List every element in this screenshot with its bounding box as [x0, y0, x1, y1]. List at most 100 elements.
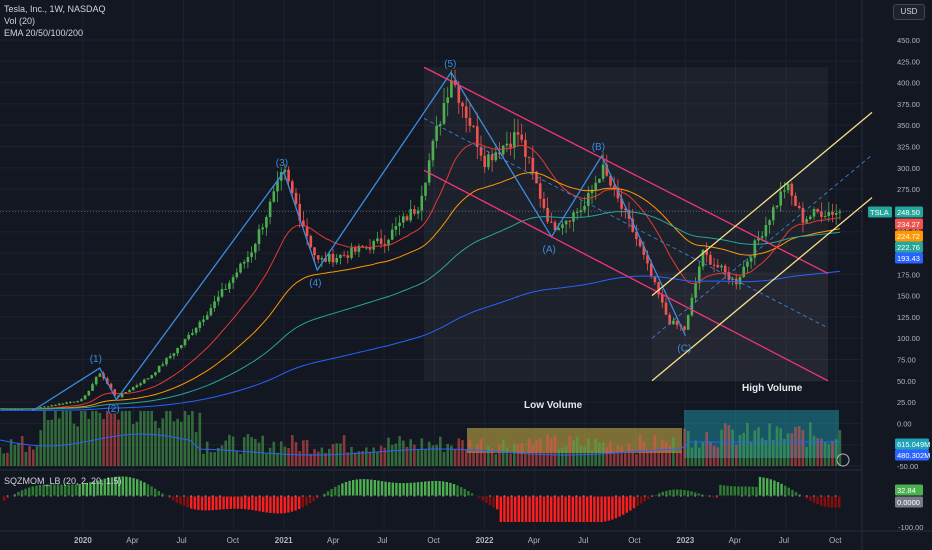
oscillator-bar: [514, 496, 517, 522]
squeeze-dot: [42, 495, 45, 497]
squeeze-dot: [204, 495, 207, 497]
candle-body: [753, 240, 757, 258]
squeeze-dot: [669, 495, 671, 497]
oscillator-bar: [172, 496, 175, 501]
oscillator-bar: [438, 481, 441, 496]
candle-body: [546, 207, 549, 222]
candle-body: [524, 139, 527, 157]
currency-button[interactable]: USD: [893, 4, 925, 20]
downtrend-channel-lower: [423, 169, 829, 382]
squeeze-dot: [730, 495, 733, 497]
candle-body: [794, 195, 797, 206]
y-tick-label: 150.00: [897, 292, 920, 301]
candle-body: [291, 181, 294, 193]
squeeze-dot: [687, 495, 689, 497]
candle-body: [542, 198, 546, 208]
ema200-price-tag: 193.43: [897, 254, 920, 263]
volume-bar: [0, 447, 2, 466]
volume-bar: [709, 441, 712, 466]
oscillator-bar: [568, 496, 571, 522]
oscillator-bar: [31, 486, 34, 496]
volume-bar: [620, 446, 623, 466]
y-tick-label: 375.00: [897, 100, 920, 109]
candle-body: [98, 373, 102, 377]
volume-bar: [638, 434, 642, 466]
candle-body: [387, 239, 390, 245]
candle-body: [827, 211, 831, 216]
candle-body: [742, 266, 745, 277]
candle-body: [657, 282, 660, 295]
squeeze-dot: [273, 495, 275, 497]
oscillator-bar: [744, 486, 747, 496]
squeeze-dot: [71, 495, 74, 497]
oscillator-bar: [24, 488, 27, 496]
candle-body: [287, 169, 290, 182]
oscillator-bar: [409, 482, 412, 496]
squeeze-dot: [219, 495, 221, 497]
oscillator-bar: [578, 496, 582, 522]
volume-bar: [735, 444, 738, 466]
squeeze-dot: [283, 495, 286, 497]
y-tick-label: 400.00: [897, 79, 920, 88]
candle-body: [268, 201, 272, 218]
volume-bar: [202, 453, 205, 466]
oscillator-bar: [773, 480, 776, 496]
oscillator-bar: [510, 496, 513, 522]
squeeze-dot: [485, 495, 488, 497]
candle-body: [331, 253, 335, 263]
squeeze-dot: [67, 495, 70, 497]
squeeze-dot: [6, 495, 9, 497]
ema-indicator-label[interactable]: EMA 20/50/100/200: [4, 28, 84, 38]
squeeze-dot: [265, 495, 268, 497]
candle-body: [328, 253, 331, 262]
candle-body: [513, 132, 516, 148]
volume-bar: [427, 441, 431, 466]
oscillator-bar: [377, 480, 380, 496]
ema100-price-tag-bg: [895, 241, 923, 253]
oscillator-bar: [265, 496, 268, 513]
y-tick-label: 100.00: [897, 334, 920, 343]
squeeze-dot: [39, 495, 41, 497]
chart-settings-icon[interactable]: [836, 453, 850, 467]
candle-body: [579, 210, 583, 212]
oscillator-bar: [13, 493, 16, 496]
volume-bar: [661, 439, 664, 466]
candle-body: [294, 192, 298, 204]
oscillator-bar: [143, 482, 146, 496]
squeeze-dot: [442, 495, 445, 497]
oscillator-bar: [254, 496, 258, 511]
squeeze-dot: [114, 495, 117, 497]
volume-bar: [631, 449, 634, 466]
squeeze-dot: [24, 495, 27, 497]
squeeze-dot: [827, 495, 830, 497]
candle-body: [320, 258, 324, 260]
volume-bar: [387, 437, 390, 466]
oscillator-bar: [244, 496, 247, 510]
downtrend-channel-mid: [423, 118, 829, 329]
squeeze-dot: [17, 495, 20, 497]
volume-bar: [217, 447, 220, 466]
oscillator-bar: [6, 496, 9, 499]
volume-bar: [117, 419, 120, 466]
candle-body: [760, 236, 764, 238]
symbol-title[interactable]: Tesla, Inc., 1W, NASDAQ: [4, 4, 106, 14]
squeeze-dot: [557, 495, 560, 497]
squeeze-dot: [809, 495, 812, 497]
volume-indicator-label[interactable]: Vol (20): [4, 16, 36, 26]
squeeze-dot: [478, 495, 481, 497]
squeeze-dot: [514, 495, 517, 497]
candle-body: [128, 390, 131, 393]
oscillator-bar: [467, 491, 470, 496]
candle-body: [91, 384, 94, 391]
oscillator-bar: [200, 496, 204, 511]
oscillator-bar: [215, 496, 218, 510]
volume-bar: [65, 411, 68, 466]
squeeze-dot: [705, 495, 707, 497]
volume-bar: [6, 452, 9, 466]
volume-bar: [642, 441, 646, 466]
oscillator-bar: [330, 489, 333, 496]
oscillator-bar: [445, 482, 448, 496]
oscillator-bar: [132, 478, 135, 496]
oscillator-label[interactable]: SQZMOM_LB (20, 2, 20, 1.5): [4, 476, 122, 486]
